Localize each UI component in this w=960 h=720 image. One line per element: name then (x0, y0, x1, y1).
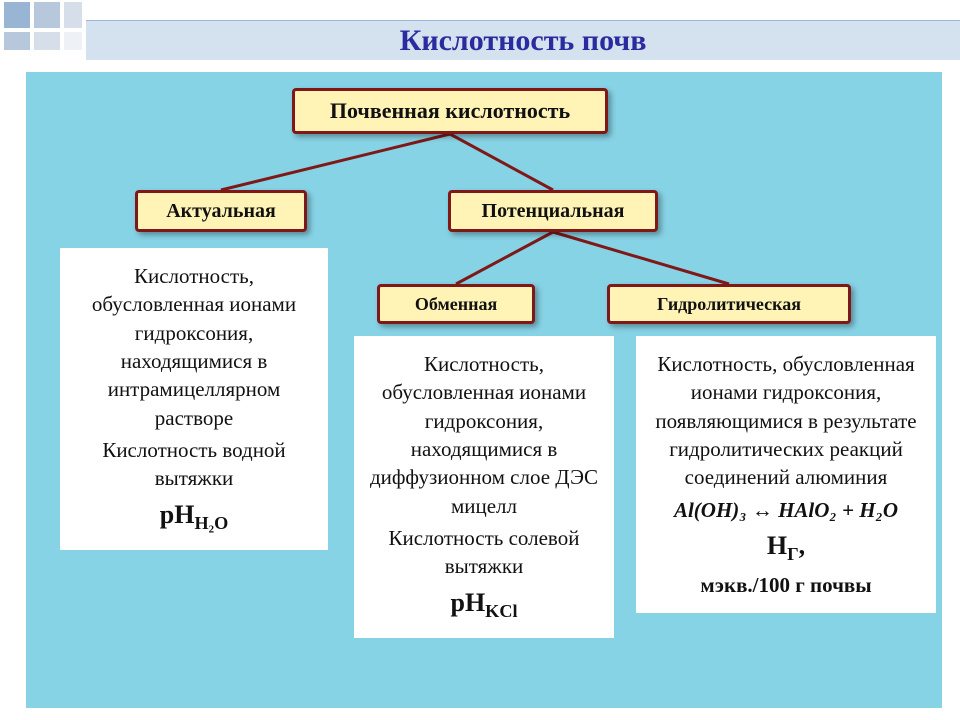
page-title: Кислотность почв (400, 24, 647, 58)
desc-actual-formula: pHH₂O (68, 497, 320, 536)
desc-hydrolytic-units: мэкв./100 г почвы (644, 571, 928, 599)
node-potential-label: Потенциальная (482, 200, 625, 223)
sym-sub: Г (787, 544, 799, 564)
title-band: Кислотность почв (86, 20, 960, 60)
formula-sub: H₂O (194, 513, 228, 533)
deco-square (32, 30, 62, 52)
deco-square (2, 30, 32, 52)
desc-hydrolytic-p1: Кислотность, обусловленная ионами гидрок… (644, 350, 928, 492)
node-actual-label: Актуальная (166, 200, 276, 223)
formula-main: pH (450, 588, 485, 617)
node-actual: Актуальная (135, 190, 307, 232)
desc-hydrolytic-eq: Al(OH)₃ ↔ HAlO₂ + H₂O (644, 496, 928, 524)
node-hydrolytic: Гидролитическая (607, 284, 851, 324)
desc-actual: Кислотность, обусловленная ионами гидрок… (60, 248, 328, 550)
desc-exchange-formula: pHKCl (362, 585, 606, 624)
desc-actual-p1: Кислотность, обусловленная ионами гидрок… (68, 262, 320, 432)
formula-main: pH (160, 500, 195, 529)
desc-exchange: Кислотность, обусловленная ионами гидрок… (354, 336, 614, 638)
formula-sub: KCl (485, 601, 517, 621)
sym-tail: , (799, 531, 806, 560)
node-exchange-label: Обменная (415, 294, 497, 315)
node-hydrolytic-label: Гидролитическая (657, 294, 801, 315)
desc-hydrolytic-sym: HГ, (644, 528, 928, 567)
sym-main: H (767, 531, 787, 560)
node-potential: Потенциальная (448, 190, 658, 232)
deco-square (32, 0, 62, 30)
desc-exchange-p1: Кислотность, обусловленная ионами гидрок… (362, 350, 606, 520)
node-root: Почвенная кислотность (292, 88, 608, 134)
node-exchange: Обменная (377, 284, 535, 324)
desc-hydrolytic: Кислотность, обусловленная ионами гидрок… (636, 336, 936, 613)
desc-actual-p2: Кислотность водной вытяжки (68, 436, 320, 493)
deco-square (2, 0, 32, 30)
deco-square (62, 0, 84, 30)
desc-exchange-p2: Кислотность солевой вытяжки (362, 524, 606, 581)
deco-square (62, 30, 84, 52)
node-root-label: Почвенная кислотность (330, 98, 570, 124)
